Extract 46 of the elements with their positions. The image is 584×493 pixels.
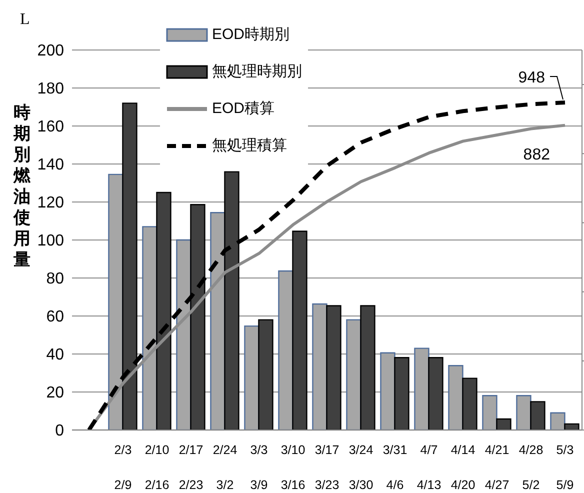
legend-label: EOD積算 bbox=[212, 99, 275, 118]
category-label: 4/7 4/13 bbox=[416, 443, 442, 492]
bar bbox=[326, 305, 342, 430]
y-tick-label: 140 bbox=[37, 156, 64, 174]
bar bbox=[428, 357, 444, 430]
category-label: 3/17 3/23 bbox=[314, 443, 340, 492]
bar bbox=[530, 401, 546, 430]
bar bbox=[462, 378, 478, 430]
category-label: 2/24 3/2 bbox=[212, 443, 238, 492]
y-tick-label: 80 bbox=[46, 270, 64, 288]
bar bbox=[394, 357, 410, 430]
y-tick-label: 40 bbox=[46, 346, 64, 364]
bar bbox=[550, 412, 566, 430]
bar bbox=[360, 305, 376, 430]
y-tick-label: 200 bbox=[37, 42, 64, 60]
category-label: 3/3 3/9 bbox=[250, 443, 268, 492]
y-tick-label: 160 bbox=[37, 118, 64, 136]
y-tick-label: 120 bbox=[37, 194, 64, 212]
bar bbox=[564, 423, 580, 430]
bar bbox=[258, 319, 274, 430]
category-label: 5/3 5/9 bbox=[556, 443, 574, 492]
category-label: 2/3 2/9 bbox=[114, 443, 132, 492]
category-label: 4/28 5/2 bbox=[518, 443, 544, 492]
legend-label: 無処理時期別 bbox=[212, 62, 302, 81]
category-label: 3/10 3/16 bbox=[280, 443, 306, 492]
y-tick-label: 20 bbox=[46, 384, 64, 402]
bar bbox=[516, 395, 532, 430]
y-tick-label: 100 bbox=[37, 232, 64, 250]
category-label: 3/31 4/6 bbox=[382, 443, 408, 492]
bar bbox=[496, 418, 512, 430]
category-label: 2/10 2/16 bbox=[144, 443, 170, 492]
bar bbox=[482, 395, 498, 430]
data-label: 882 bbox=[523, 146, 550, 164]
text: L bbox=[20, 11, 30, 28]
category-label: 3/24 3/30 bbox=[348, 443, 374, 492]
data-label: 948 bbox=[518, 70, 546, 87]
legend-label: EOD時期別 bbox=[212, 25, 290, 44]
y-axis-title: 時期別燃油使用量 bbox=[12, 103, 32, 269]
category-label: 4/14 4/20 bbox=[450, 443, 476, 492]
y-tick-label: 180 bbox=[37, 80, 64, 98]
category-label: 4/21 4/27 bbox=[484, 443, 510, 492]
category-label: 2/17 2/23 bbox=[178, 443, 204, 492]
y-tick-label: 0 bbox=[55, 422, 64, 440]
legend-label: 無処理積算 bbox=[212, 136, 287, 155]
bar bbox=[292, 230, 308, 430]
y-tick-label: 60 bbox=[46, 308, 64, 326]
